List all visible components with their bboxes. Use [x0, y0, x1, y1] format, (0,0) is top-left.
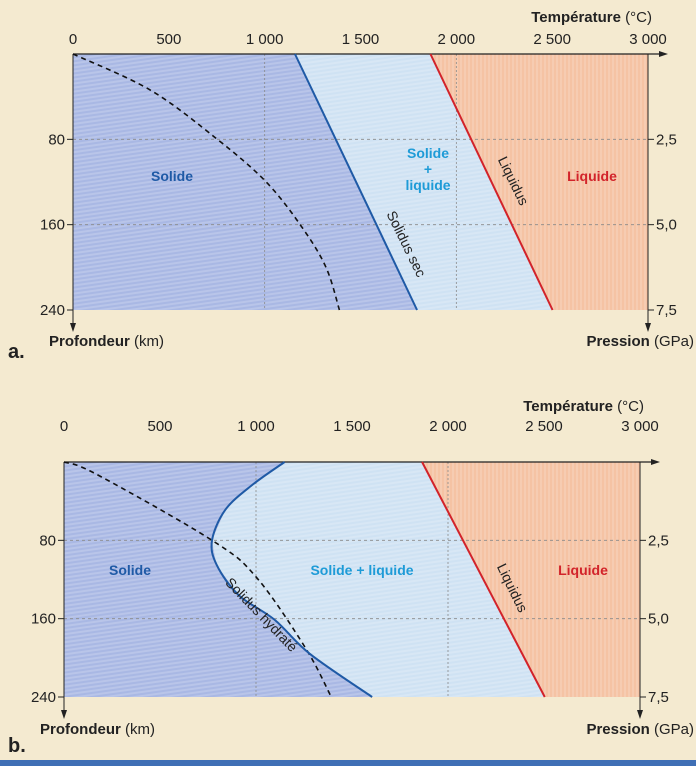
x-axis-arrow-icon — [659, 51, 668, 57]
solidus-line — [210, 461, 373, 698]
region-label-solide-liquide: Solide — [407, 145, 449, 161]
x-tick-label: 500 — [147, 418, 172, 435]
chart-a: 0 500 1 000 1 500 2 000 2 500 3 000 Température… — [8, 9, 694, 363]
y-left-tick-label: 240 — [31, 689, 56, 706]
y-axis-left-title: Profondeur (km) — [49, 333, 164, 350]
x-tick-label: 1 000 — [237, 418, 275, 435]
x-tick-label: 2 000 — [438, 31, 476, 48]
x-tick-label: 3 000 — [629, 31, 667, 48]
y-axis-left-title: Profondeur (km) — [40, 721, 155, 738]
region-solide-liquide-texture — [294, 54, 553, 310]
liquidus-line — [429, 53, 554, 311]
region-solide-liquide-texture — [212, 462, 545, 697]
y-axis-right-title: Pression (GPa) — [586, 333, 694, 350]
region-label-solide: Solide — [151, 168, 193, 184]
x-tick-label: 1 500 — [342, 31, 380, 48]
x-axis-title-main: Température — [531, 9, 621, 26]
region-label-solide: Solide — [109, 562, 151, 578]
geotherm-line — [72, 53, 341, 311]
x-tick-label: 1 500 — [333, 418, 371, 435]
panel-label: b. — [8, 735, 26, 757]
region-label-liquide: Liquide — [567, 168, 617, 184]
y-left-tick-label: 80 — [48, 131, 65, 148]
region-label-solide-liquide: + — [424, 161, 432, 177]
x-tick-label: 1 000 — [246, 31, 284, 48]
y-axis-right-title-unit: (GPa) — [650, 333, 694, 350]
y-axis-right-title-unit: (GPa) — [650, 721, 694, 738]
y-axis-left-arrow-icon — [70, 323, 76, 332]
y-left-tick-label: 160 — [31, 611, 56, 628]
liquidus-line — [421, 461, 546, 698]
y-left-tick-label: 160 — [40, 217, 65, 234]
y-axis-right-arrow-icon — [637, 710, 643, 719]
region-label-liquide: Liquide — [558, 562, 608, 578]
panel-label: a. — [8, 341, 25, 363]
y-axis-left-title-unit: (km) — [130, 333, 164, 350]
x-tick-label: 0 — [60, 418, 68, 435]
region-label-solide-liquide: liquide — [405, 177, 450, 193]
x-tick-label: 2 500 — [525, 418, 563, 435]
chart-b: 0 500 1 000 1 500 2 000 2 500 3 000 Température… — [8, 398, 694, 757]
x-axis-arrow-icon — [651, 459, 660, 465]
region-liquide-texture — [422, 462, 640, 697]
region-label-solide-liquide: Solide + liquide — [310, 562, 413, 578]
y-left-tick-label: 240 — [40, 302, 65, 319]
y-right-tick-label: 7,5 — [648, 689, 669, 706]
region-solide-texture — [73, 54, 418, 310]
y-axis-left-title-main: Profondeur — [49, 333, 130, 350]
x-tick-label: 0 — [69, 31, 77, 48]
y-right-tick-label: 7,5 — [656, 302, 677, 319]
y-axis-left-arrow-icon — [61, 710, 67, 719]
bottom-rule — [0, 760, 696, 766]
y-axis-right-title: Pression (GPa) — [586, 721, 694, 738]
region-liquide-texture — [430, 54, 648, 310]
y-right-tick-label: 2,5 — [656, 131, 677, 148]
x-axis-title-unit: (°C) — [621, 9, 652, 26]
y-axis-left-title-unit: (km) — [121, 721, 155, 738]
y-right-tick-label: 5,0 — [656, 217, 677, 234]
region-solide-texture — [64, 462, 373, 697]
y-right-tick-label: 2,5 — [648, 532, 669, 549]
y-right-tick-label: 5,0 — [648, 611, 669, 628]
x-tick-label: 2 000 — [429, 418, 467, 435]
y-axis-right-arrow-icon — [645, 323, 651, 332]
y-axis-right-title-main: Pression — [586, 721, 649, 738]
x-axis-title-main: Température — [523, 398, 613, 415]
y-axis-right-title-main: Pression — [586, 333, 649, 350]
x-axis-title-unit: (°C) — [613, 398, 644, 415]
y-left-tick-label: 80 — [39, 532, 56, 549]
solidus-line — [294, 53, 418, 311]
x-axis-title: Température (°C) — [531, 9, 652, 26]
x-tick-label: 500 — [156, 31, 181, 48]
y-axis-left-title-main: Profondeur — [40, 721, 121, 738]
x-tick-label: 2 500 — [533, 31, 571, 48]
x-axis-title: Température (°C) — [523, 398, 644, 415]
x-tick-label: 3 000 — [621, 418, 659, 435]
